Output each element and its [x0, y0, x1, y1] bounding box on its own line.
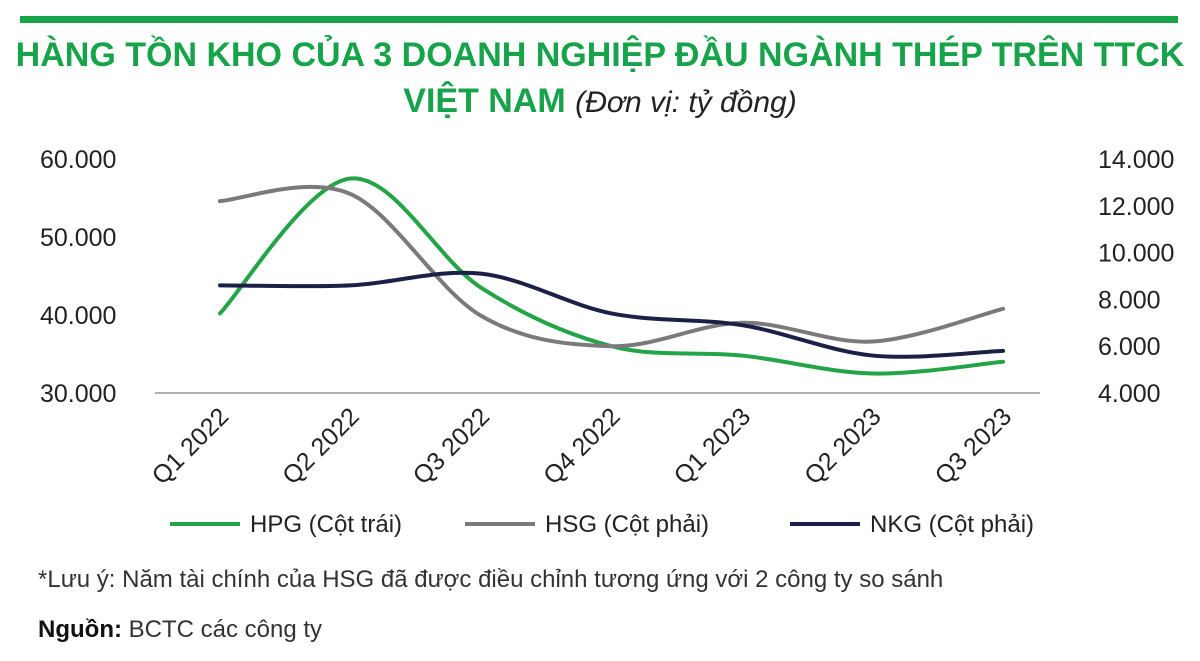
right-tick-label: 12.000 [1098, 193, 1174, 221]
right-tick-label: 8.000 [1098, 286, 1161, 314]
legend: HPG (Cột trái) HSG (Cột phải) NKG (Cột phả… [170, 511, 1034, 538]
x-tick-label: Q2 2023 [799, 402, 887, 490]
x-tick-label: Q3 2022 [408, 402, 496, 490]
left-tick-label: 40.000 [40, 302, 116, 330]
source-text: BCTC các công ty [121, 616, 323, 643]
series-line-hsg [218, 184, 1005, 349]
left-tick-label: 60.000 [40, 146, 116, 174]
right-axis: 14.000 12.000 10.000 8.000 6.000 4.000 [1098, 146, 1174, 408]
legend-label: HSG (Cột phải) [545, 511, 709, 538]
x-tick-label: Q1 2022 [147, 402, 235, 490]
footnote: *Lưu ý: Năm tài chính của HSG đã được đi… [38, 566, 944, 593]
series-line-nkg [218, 270, 1005, 359]
left-tick-label: 30.000 [40, 380, 116, 408]
x-axis: Q1 2022 Q2 2022 Q3 2022 Q4 2022 Q1 2023 Q2 20… [147, 402, 1018, 490]
title-line-2-text: VIỆT NAM [403, 82, 566, 120]
series-line-hpg [218, 176, 1005, 376]
series-group [218, 176, 1005, 376]
x-tick-label: Q2 2022 [277, 402, 365, 490]
x-tick-label: Q3 2023 [930, 402, 1018, 490]
x-tick-label: Q4 2022 [538, 402, 626, 490]
chart-title: HÀNG TỒN KHO CỦA 3 DOANH NGHIỆP ĐẦU NGÀN… [0, 32, 1200, 126]
right-tick-label: 10.000 [1098, 240, 1174, 268]
x-tick-label: Q1 2023 [669, 402, 757, 490]
unit-label: (Đơn vị: tỷ đồng) [575, 86, 797, 119]
source-label: Nguồn: [38, 616, 122, 643]
right-tick-label: 4.000 [1098, 380, 1161, 408]
top-accent-bar [20, 16, 1178, 23]
title-line-1: HÀNG TỒN KHO CỦA 3 DOANH NGHIỆP ĐẦU NGÀN… [15, 36, 1185, 74]
legend-label: NKG (Cột phải) [870, 511, 1034, 538]
left-axis: 60.000 50.000 40.000 30.000 [40, 146, 116, 408]
right-tick-label: 14.000 [1098, 146, 1174, 174]
right-tick-label: 6.000 [1098, 333, 1161, 361]
title-line-2: VIỆT NAM (Đơn vị: tỷ đồng) [0, 78, 1200, 126]
left-tick-label: 50.000 [40, 224, 116, 252]
legend-label: HPG (Cột trái) [250, 511, 402, 538]
source-line: Nguồn: BCTC các công ty [38, 616, 322, 644]
